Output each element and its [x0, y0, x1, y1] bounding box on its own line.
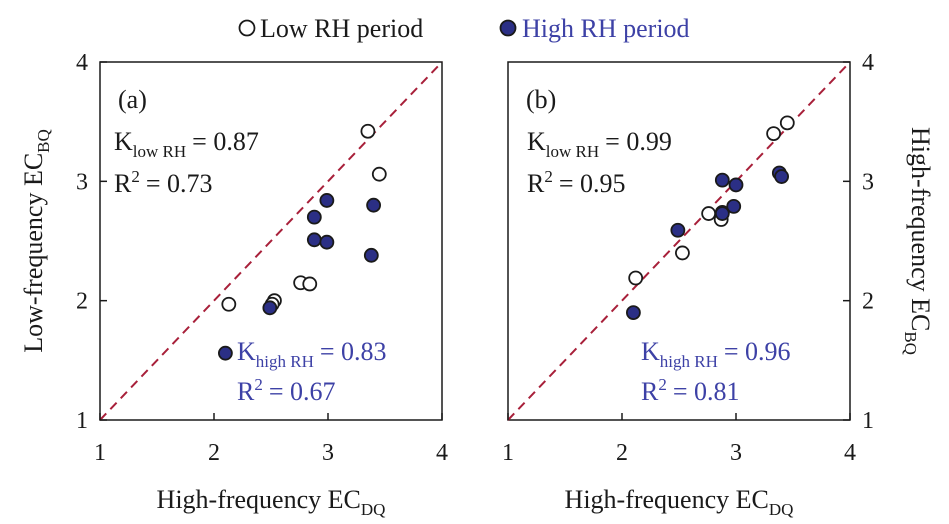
- legend: Low RH period High RH period: [238, 14, 690, 43]
- plot-frame-b: [507, 61, 851, 421]
- x-tick-label: 2: [208, 440, 220, 466]
- x-tick-label: 3: [730, 440, 742, 466]
- ticks-b: 1 1 2 2 3 3 4 4: [502, 50, 874, 466]
- low-rh-point: [302, 276, 318, 292]
- panel-a: (a) Klow RH = 0.87 R2 = 0.73 Khigh RH = 0.8…: [19, 50, 448, 519]
- points-a: [217, 123, 387, 361]
- x-tick-label: 1: [502, 440, 514, 466]
- y-tick-label: 3: [76, 169, 88, 195]
- x-tick-label: 1: [94, 440, 106, 466]
- low-rh-point: [221, 296, 237, 312]
- low-rh-point: [701, 206, 717, 221]
- x-tick-label: 4: [844, 440, 856, 466]
- y-tick-label: 2: [862, 289, 874, 315]
- high-rh-point: [714, 172, 730, 188]
- panel-b: (b) Klow RH = 0.99 R2 = 0.95 Khigh RH = 0.9…: [502, 50, 935, 519]
- y-tick-label: 2: [76, 289, 88, 315]
- high-rh-point: [714, 206, 730, 221]
- legend-high-label: High RH period: [522, 14, 690, 43]
- high-rh-point: [726, 198, 742, 214]
- k-low-a: Klow RH = 0.87: [114, 127, 259, 161]
- high-rh-point: [306, 209, 322, 225]
- x-tick-label: 3: [322, 440, 334, 466]
- y-axis-label-a: Low-frequency ECBQ: [19, 129, 53, 353]
- points-b: [626, 115, 795, 321]
- x-axis-label-b: High-frequency ECDQ: [565, 485, 794, 519]
- x-tick-label: 4: [436, 440, 448, 466]
- high-rh-point: [262, 300, 278, 316]
- r2-high-b: R2 = 0.81: [641, 375, 740, 406]
- panel-label-a: (a): [118, 85, 147, 114]
- high-rh-point: [319, 234, 335, 250]
- r2-high-a: R2 = 0.67: [237, 375, 336, 406]
- x-axis-label-a: High-frequency ECDQ: [157, 485, 386, 519]
- high-rh-point: [217, 345, 233, 361]
- k-high-b: Khigh RH = 0.96: [641, 337, 791, 371]
- legend-low-marker: [238, 19, 256, 37]
- k-low-b: Klow RH = 0.99: [527, 127, 672, 161]
- k-high-a: Khigh RH = 0.83: [237, 337, 387, 371]
- high-rh-point: [363, 247, 379, 263]
- high-rh-point: [774, 169, 789, 184]
- y-tick-label: 4: [862, 50, 874, 76]
- r2-low-b: R2 = 0.95: [527, 167, 626, 198]
- high-rh-point: [728, 177, 744, 193]
- panel-label-b: (b): [526, 85, 556, 114]
- x-tick-label: 2: [616, 440, 628, 466]
- y-tick-label: 3: [862, 169, 874, 195]
- low-rh-point: [779, 115, 795, 131]
- y-axis-label-b: High-frequency ECBQ: [901, 127, 935, 355]
- r2-low-a: R2 = 0.73: [114, 167, 213, 198]
- y-tick-label: 4: [76, 50, 88, 76]
- high-rh-point: [366, 197, 382, 213]
- high-rh-point: [319, 193, 335, 208]
- plot-frame-a: [99, 61, 443, 421]
- ticks-a: 11 2 2 3 3 4 4: [76, 50, 448, 466]
- high-rh-point: [626, 305, 641, 321]
- legend-high-marker: [499, 19, 517, 37]
- high-rh-point: [670, 222, 686, 238]
- y-tick-label: 1: [76, 408, 88, 434]
- low-rh-point: [628, 270, 644, 286]
- legend-low-label: Low RH period: [260, 14, 423, 43]
- y-tick-label: 1: [862, 408, 874, 434]
- low-rh-point: [360, 123, 376, 139]
- one-to-one-line-a: [99, 61, 443, 421]
- high-rh-point: [306, 232, 322, 248]
- low-rh-point: [371, 166, 387, 182]
- low-rh-point: [766, 126, 782, 142]
- low-rh-point: [675, 245, 690, 261]
